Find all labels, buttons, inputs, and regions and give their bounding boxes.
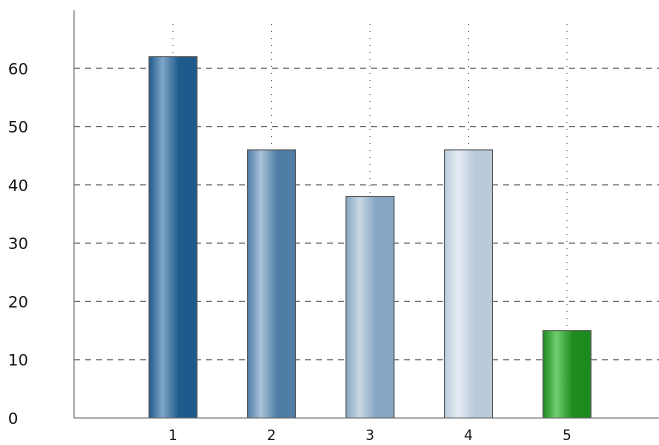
axes — [73, 10, 659, 419]
y-tick-label: 0 — [8, 409, 18, 428]
bar-1 — [148, 56, 198, 419]
y-tick-label: 60 — [8, 59, 28, 78]
x-tick-label: 3 — [366, 428, 375, 444]
tick-labels: 0 10 20 30 40 50 60 1 2 3 4 5 — [8, 59, 571, 444]
x-tick-label: 2 — [267, 428, 276, 444]
y-tick-label: 40 — [8, 176, 28, 195]
y-tick-label: 50 — [8, 118, 28, 137]
bar-5 — [542, 330, 592, 419]
bar-2 — [247, 149, 296, 419]
y-tick-label: 10 — [8, 351, 28, 370]
bar-4 — [444, 149, 493, 419]
y-tick-label: 20 — [8, 292, 28, 311]
x-tick-label: 4 — [464, 428, 473, 444]
x-tick-label: 5 — [563, 428, 572, 444]
bar-3 — [345, 196, 395, 419]
bars — [148, 56, 592, 419]
x-tick-label: 1 — [169, 428, 178, 444]
y-tick-label: 30 — [8, 234, 28, 253]
